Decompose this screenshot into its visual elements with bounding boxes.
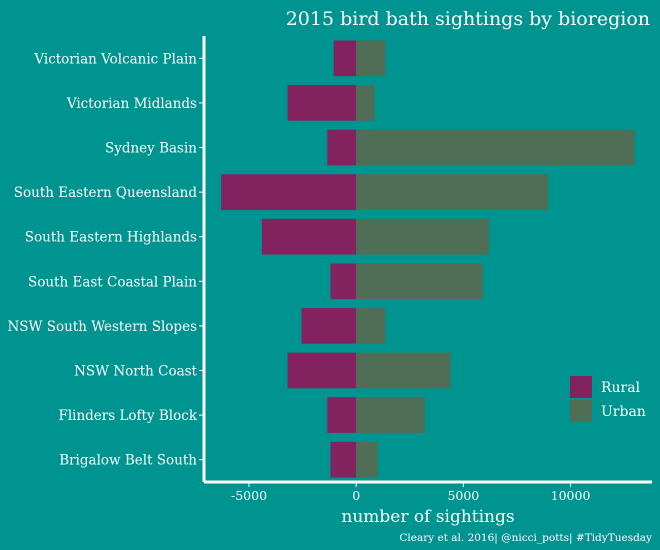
bar-urban bbox=[356, 40, 386, 77]
legend-label-rural: Rural bbox=[601, 380, 641, 396]
legend-swatch-urban bbox=[570, 400, 592, 422]
bar-rural bbox=[330, 263, 357, 300]
bar-urban bbox=[356, 174, 549, 210]
bar-rural bbox=[327, 397, 357, 433]
plot-area: Victorian Volcanic Plain Victorian Midlan… bbox=[7, 36, 652, 503]
bar-rural bbox=[221, 174, 357, 210]
legend-swatch-rural bbox=[570, 376, 592, 398]
x-tick-label: 10000 bbox=[551, 488, 591, 503]
legend-label-urban: Urban bbox=[601, 404, 646, 420]
y-tick-label: Sydney Basin bbox=[105, 141, 197, 157]
bar-rural bbox=[287, 352, 357, 389]
bar-rural bbox=[261, 218, 357, 255]
bar-rural bbox=[330, 441, 357, 478]
chart-caption: Cleary et al. 2016| @nicci_potts| #TidyT… bbox=[399, 532, 652, 545]
y-tick-label: NSW North Coast bbox=[74, 364, 197, 380]
y-tick-label: South East Coastal Plain bbox=[28, 274, 197, 290]
bar-urban bbox=[356, 129, 635, 166]
y-tick-label: Brigalow Belt South bbox=[59, 453, 197, 469]
y-tick-label: Victorian Midlands bbox=[66, 96, 197, 112]
bar-rural bbox=[333, 40, 357, 77]
bar-urban bbox=[356, 397, 425, 433]
y-tick-label: South Eastern Highlands bbox=[25, 230, 197, 246]
bar-urban bbox=[356, 308, 386, 344]
bar-rural bbox=[287, 85, 357, 121]
bar-urban bbox=[356, 352, 451, 389]
y-tick-label: NSW South Western Slopes bbox=[7, 319, 197, 335]
bar-urban bbox=[356, 85, 375, 121]
bar-urban bbox=[356, 263, 483, 300]
x-tick-label: 0 bbox=[352, 488, 360, 503]
x-tick-label: -5000 bbox=[231, 488, 267, 503]
y-tick-label: Flinders Lofty Block bbox=[58, 408, 197, 424]
y-tick-label: Victorian Volcanic Plain bbox=[33, 51, 197, 67]
bar-urban bbox=[356, 218, 490, 255]
x-axis-title: number of sightings bbox=[341, 507, 514, 527]
bar-urban bbox=[356, 441, 378, 478]
chart-title: 2015 bird bath sightings by bioregion bbox=[286, 8, 650, 30]
y-tick-label: South Eastern Queensland bbox=[14, 185, 198, 201]
bar-rural bbox=[301, 308, 357, 344]
bar-rural bbox=[327, 129, 357, 166]
x-tick-label: 5000 bbox=[447, 488, 479, 503]
